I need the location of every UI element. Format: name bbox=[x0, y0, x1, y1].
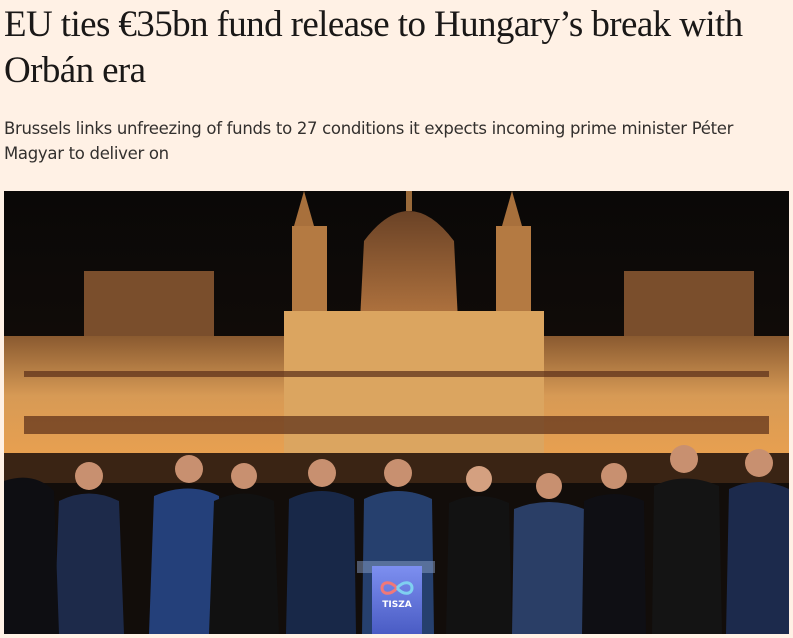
tisza-infinity-logo-icon bbox=[380, 581, 414, 595]
article-headline: EU ties €35bn fund release to Hungary’s … bbox=[4, 4, 743, 91]
article-hero-image: TISZA bbox=[4, 191, 789, 634]
podium-logo-text: TISZA bbox=[382, 600, 411, 610]
crowd-on-stage bbox=[4, 445, 789, 634]
tisza-podium: TISZA bbox=[357, 561, 435, 634]
article-standfirst: Brussels links unfreezing of funds to 27… bbox=[4, 119, 734, 163]
parliament-night-photo: TISZA bbox=[4, 191, 789, 634]
